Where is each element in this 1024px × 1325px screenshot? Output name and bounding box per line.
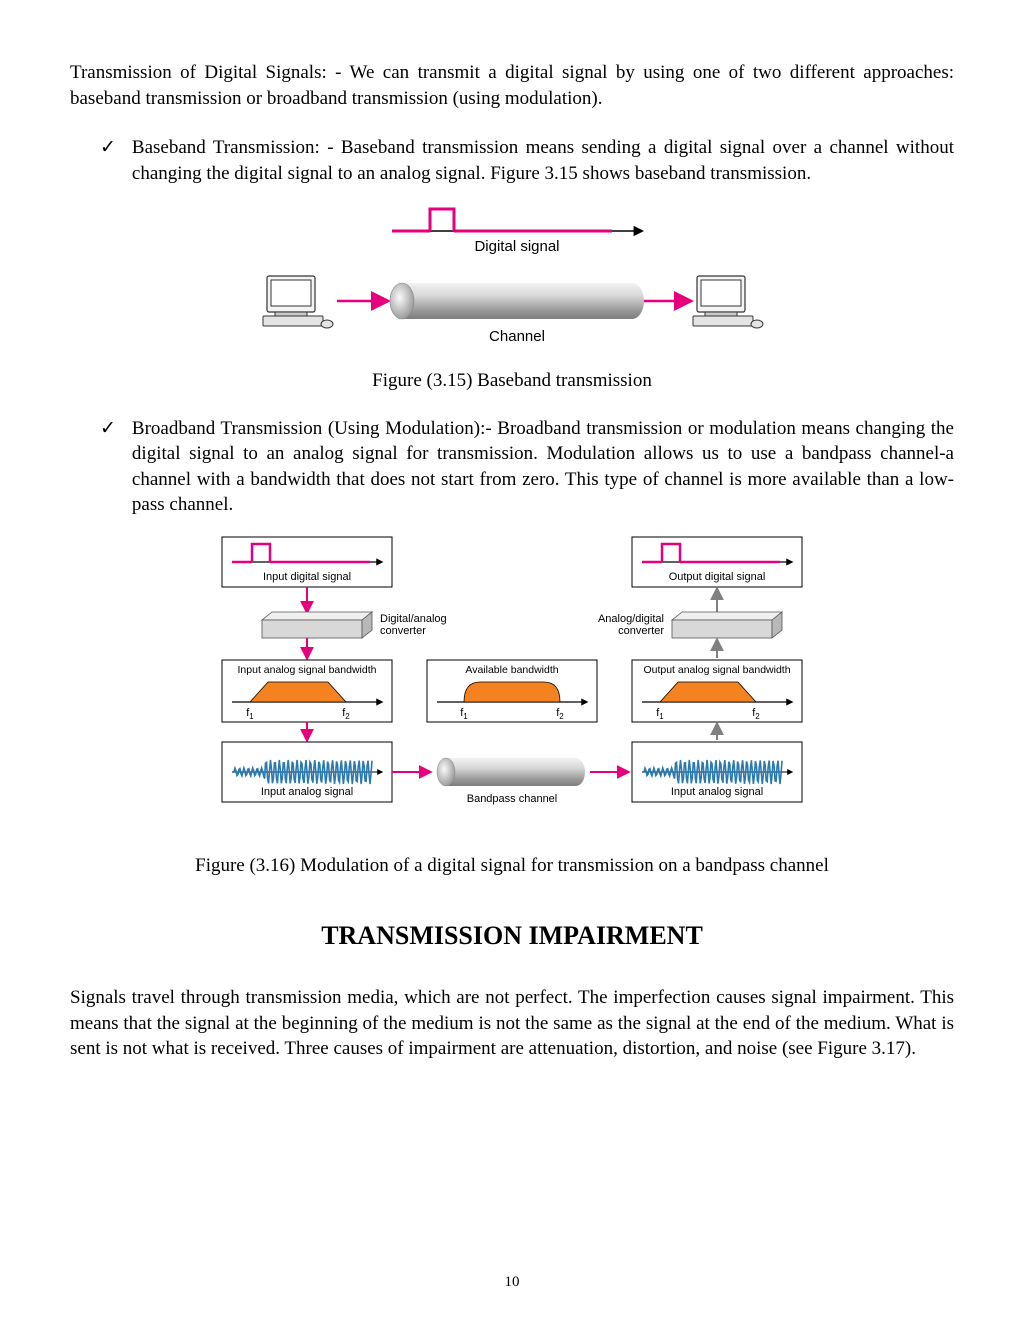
impairment-paragraph: Signals travel through transmission medi… [70,985,954,1062]
output-analog-box: Input analog signal [632,742,802,802]
intro-paragraph: Transmission of Digital Signals: - We ca… [70,60,954,111]
output-digital-box: Output digital signal [632,537,802,587]
label-da-converter: Digital/analogconverter [380,613,447,637]
label-digital-signal: Digital signal [474,238,559,255]
check-icon: ✓ [100,416,116,519]
svg-text:Input digital signal: Input digital signal [263,571,351,583]
bullet-broadband: ✓ Broadband Transmission (Using Modulati… [100,416,954,519]
section-heading: TRANSMISSION IMPAIRMENT [70,921,954,951]
figure-3-15-caption: Figure (3.15) Baseband transmission [70,370,954,392]
svg-text:Input analog signal: Input analog signal [671,786,763,798]
bullet-baseband-text: Baseband Transmission: - Baseband transm… [132,135,954,186]
svg-text:Input analog signal: Input analog signal [261,786,353,798]
figure-3-16: Input digital signal Output digital sign… [70,532,954,877]
label-bandpass: Bandpass channel [467,793,558,805]
page-number: 10 [0,1274,1024,1291]
channel-cylinder-icon [390,283,644,319]
label-channel: Channel [489,328,545,345]
input-analog-box: Input analog signal [222,742,392,802]
bandpass-channel-icon [437,758,585,786]
figure-3-16-caption: Figure (3.16) Modulation of a digital si… [70,855,954,877]
da-converter-icon [262,612,372,638]
ad-converter-icon [672,612,782,638]
bullet-broadband-text: Broadband Transmission (Using Modulation… [132,416,954,519]
svg-text:Output analog signal bandwidth: Output analog signal bandwidth [643,664,790,676]
bullet-baseband: ✓ Baseband Transmission: - Baseband tran… [100,135,954,186]
svg-text:Output digital signal: Output digital signal [669,571,766,583]
computer-right-icon [693,276,763,328]
figure-3-15: Digital signal [70,201,954,392]
computer-left-icon [263,276,333,328]
input-digital-box: Input digital signal [222,537,392,587]
available-bandwidth-box: Available bandwidth f1 f2 [427,660,597,722]
check-icon: ✓ [100,135,116,186]
input-bandwidth-box: Input analog signal bandwidth f1 f2 [222,660,392,722]
svg-text:Available bandwidth: Available bandwidth [465,664,558,676]
digital-signal-line [392,209,642,231]
output-bandwidth-box: Output analog signal bandwidth f1 f2 [632,660,802,722]
svg-text:Input analog signal bandwidth: Input analog signal bandwidth [238,664,377,676]
label-ad-converter: Analog/digitalconverter [598,613,664,637]
